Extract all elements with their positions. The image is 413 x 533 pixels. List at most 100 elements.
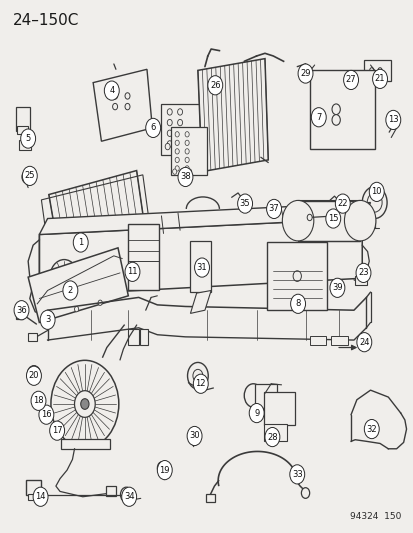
Bar	[206, 494, 215, 502]
Text: 9: 9	[254, 409, 259, 417]
Bar	[128, 224, 159, 290]
Bar	[309, 336, 325, 345]
Text: 2: 2	[68, 286, 73, 295]
Circle shape	[356, 333, 371, 352]
Circle shape	[22, 166, 37, 185]
Circle shape	[290, 294, 305, 313]
Circle shape	[27, 366, 40, 383]
Bar	[263, 392, 294, 425]
Circle shape	[50, 313, 54, 318]
Circle shape	[185, 157, 189, 163]
Circle shape	[50, 421, 64, 440]
Bar	[128, 329, 138, 345]
Polygon shape	[49, 171, 147, 266]
Text: 22: 22	[337, 199, 347, 208]
Text: 29: 29	[299, 69, 310, 78]
Circle shape	[125, 262, 140, 281]
Bar	[105, 486, 116, 496]
Circle shape	[194, 258, 209, 277]
Text: 94324  150: 94324 150	[349, 512, 401, 521]
Circle shape	[56, 268, 72, 289]
Text: 19: 19	[159, 466, 170, 474]
Text: 15: 15	[327, 214, 338, 223]
Circle shape	[33, 487, 48, 506]
Circle shape	[21, 129, 36, 148]
Text: 38: 38	[180, 173, 190, 181]
Circle shape	[311, 108, 325, 127]
Circle shape	[157, 461, 172, 480]
Circle shape	[40, 310, 55, 329]
Bar	[310, 70, 374, 149]
Circle shape	[120, 487, 132, 502]
Circle shape	[73, 233, 88, 252]
Circle shape	[264, 427, 279, 447]
Bar	[161, 104, 202, 155]
Circle shape	[181, 143, 186, 150]
Circle shape	[157, 462, 167, 474]
Circle shape	[112, 93, 117, 99]
Text: 20: 20	[28, 372, 39, 380]
Circle shape	[244, 384, 262, 407]
Circle shape	[175, 140, 179, 146]
Circle shape	[74, 306, 78, 312]
Circle shape	[297, 64, 312, 83]
Circle shape	[187, 362, 208, 389]
Circle shape	[301, 488, 309, 498]
Circle shape	[363, 419, 378, 439]
Circle shape	[63, 281, 78, 300]
Circle shape	[177, 109, 182, 115]
Circle shape	[355, 263, 370, 282]
Text: 39: 39	[331, 284, 342, 292]
Bar	[19, 140, 31, 150]
Text: 1: 1	[78, 238, 83, 247]
Text: 31: 31	[196, 263, 207, 272]
Circle shape	[98, 300, 102, 305]
Polygon shape	[28, 248, 128, 322]
Bar	[28, 333, 37, 341]
Circle shape	[187, 169, 191, 174]
Text: 11: 11	[127, 268, 138, 276]
Circle shape	[192, 369, 202, 382]
Text: 13: 13	[387, 116, 398, 124]
Circle shape	[187, 426, 202, 446]
Circle shape	[237, 194, 252, 213]
Circle shape	[51, 360, 119, 448]
Bar	[17, 126, 28, 134]
Circle shape	[282, 200, 313, 241]
Text: 26: 26	[209, 81, 220, 90]
Circle shape	[325, 209, 340, 228]
Bar	[170, 127, 206, 175]
Circle shape	[74, 391, 95, 417]
Circle shape	[177, 141, 182, 147]
Circle shape	[330, 283, 337, 293]
Circle shape	[31, 391, 46, 410]
Circle shape	[175, 149, 179, 154]
Bar	[28, 494, 38, 500]
Circle shape	[50, 260, 78, 297]
Circle shape	[289, 465, 304, 484]
Circle shape	[344, 200, 375, 241]
Bar	[354, 276, 366, 285]
Polygon shape	[39, 219, 361, 296]
Text: 17: 17	[52, 426, 62, 435]
Circle shape	[292, 271, 301, 281]
Text: 12: 12	[195, 379, 206, 388]
Bar	[330, 336, 347, 345]
Text: 32: 32	[366, 425, 376, 433]
Circle shape	[335, 194, 349, 213]
Bar	[263, 406, 278, 416]
Bar	[61, 439, 110, 449]
Polygon shape	[197, 59, 268, 172]
Polygon shape	[93, 69, 152, 141]
Circle shape	[145, 118, 160, 138]
Circle shape	[331, 104, 339, 115]
Circle shape	[185, 140, 189, 146]
Text: 5: 5	[26, 134, 31, 143]
Circle shape	[266, 199, 281, 219]
Bar	[16, 107, 30, 131]
Circle shape	[167, 109, 172, 115]
Polygon shape	[190, 290, 211, 313]
Bar	[297, 201, 359, 241]
Circle shape	[185, 166, 189, 171]
Circle shape	[104, 81, 119, 100]
